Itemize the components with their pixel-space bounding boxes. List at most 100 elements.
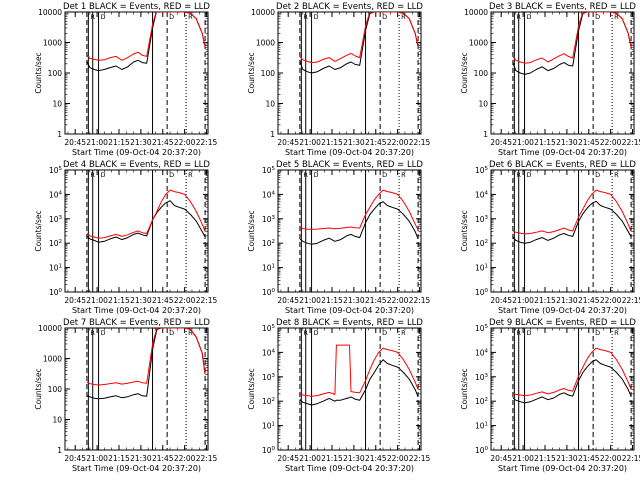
x-tick-label: 22:00 xyxy=(174,296,196,305)
x-tick-label: 22:15 xyxy=(622,454,640,463)
marker-label: D xyxy=(101,171,106,179)
y-tick-label: 1 xyxy=(57,446,62,455)
series-events-line xyxy=(86,200,206,243)
x-axis-label: Start Time (09-Oct-04 20:37:20) xyxy=(285,148,414,157)
x-tick-label: 22:00 xyxy=(174,454,196,463)
x-tick-label: 20:45 xyxy=(490,454,512,463)
marker-label: D xyxy=(527,13,532,21)
y-tick-label: 105 xyxy=(49,166,63,175)
x-tick-label: 20:45 xyxy=(490,138,512,147)
plot-frame xyxy=(277,169,422,293)
x-tick-label: 21:00 xyxy=(512,296,534,305)
x-tick-label: 21:30 xyxy=(130,138,152,147)
x-tick-label: 21:45 xyxy=(578,296,600,305)
x-tick-label: 21:15 xyxy=(108,454,130,463)
y-axis-label: Counts/sec xyxy=(247,210,256,251)
y-tick-label: 103 xyxy=(262,373,276,382)
y-tick-label: 100 xyxy=(475,446,489,455)
x-tick-label: 21:00 xyxy=(86,454,108,463)
series-events-line xyxy=(86,12,206,72)
x-tick-label: 20:45 xyxy=(64,296,86,305)
y-tick-label: 101 xyxy=(475,422,488,431)
y-tick-label: 102 xyxy=(475,397,488,406)
panel-title: Det 2 BLACK = Events, RED = LLD xyxy=(276,2,423,12)
marker-label: R xyxy=(516,329,521,337)
y-tick-label: 1000 xyxy=(469,39,488,48)
marker-label: D xyxy=(169,329,174,337)
y-tick-label: 100 xyxy=(262,446,276,455)
marker-label: D xyxy=(101,13,106,21)
x-tick-label: 22:00 xyxy=(387,296,409,305)
panel-title: Det 4 BLACK = Events, RED = LLD xyxy=(63,160,210,170)
detector-panel-7: Det 7 BLACK = Events, RED = LLD 1 10 100 100… xyxy=(34,318,218,473)
detector-panel-5: Det 5 BLACK = Events, RED = LLD 100 101 102… xyxy=(247,160,431,315)
y-tick-label: 102 xyxy=(262,239,275,248)
x-tick-label: 21:00 xyxy=(512,138,534,147)
x-tick-label: 21:15 xyxy=(108,296,130,305)
marker-label: D xyxy=(382,329,387,337)
y-tick-label: 100 xyxy=(48,69,63,78)
x-tick-label: 21:15 xyxy=(534,454,556,463)
x-tick-label: 22:15 xyxy=(622,138,640,147)
y-tick-label: 10 xyxy=(478,100,488,109)
marker-label: R xyxy=(516,171,521,179)
marker-label: R xyxy=(188,171,193,179)
marker-label: R xyxy=(401,171,406,179)
y-axis-label: Counts/sec xyxy=(247,368,256,409)
plot-frame xyxy=(490,327,635,451)
marker-label: D xyxy=(595,329,600,337)
marker-label: R xyxy=(401,13,406,21)
series-lld-line xyxy=(299,344,419,397)
y-tick-label: 1000 xyxy=(43,355,62,364)
series-lld-line xyxy=(512,189,632,235)
panel-title: Det 1 BLACK = Events, RED = LLD xyxy=(63,2,210,12)
x-tick-label: 21:15 xyxy=(534,296,556,305)
x-tick-label: 21:00 xyxy=(299,138,321,147)
x-tick-label: 22:00 xyxy=(174,138,196,147)
plot-frame xyxy=(64,169,209,293)
x-tick-label: 22:15 xyxy=(409,138,431,147)
y-tick-label: 1 xyxy=(483,130,488,139)
y-tick-label: 102 xyxy=(262,397,275,406)
x-tick-label: 20:45 xyxy=(277,296,299,305)
x-tick-label: 21:30 xyxy=(556,138,578,147)
y-tick-label: 1000 xyxy=(43,39,62,48)
marker-label: D xyxy=(527,329,532,337)
x-tick-label: 21:00 xyxy=(512,454,534,463)
y-tick-label: 10000 xyxy=(38,8,62,17)
y-tick-label: 10 xyxy=(52,100,62,109)
x-axis-label: Start Time (09-Oct-04 20:37:20) xyxy=(498,148,627,157)
x-tick-label: 22:00 xyxy=(600,454,622,463)
x-tick-label: 21:15 xyxy=(321,454,343,463)
marker-label: D xyxy=(169,13,174,21)
y-tick-label: 100 xyxy=(262,288,276,297)
x-tick-label: 21:00 xyxy=(86,138,108,147)
x-tick-label: 22:00 xyxy=(600,138,622,147)
marker-label: R xyxy=(516,13,521,21)
series-lld-line xyxy=(86,189,206,239)
marker-label: R xyxy=(90,329,95,337)
x-tick-label: 21:45 xyxy=(365,138,387,147)
y-tick-label: 102 xyxy=(475,239,488,248)
x-tick-label: 22:00 xyxy=(387,454,409,463)
x-axis-label: Start Time (09-Oct-04 20:37:20) xyxy=(285,306,414,315)
x-tick-label: 21:45 xyxy=(578,454,600,463)
y-tick-label: 100 xyxy=(261,69,276,78)
marker-label: D xyxy=(314,329,319,337)
x-tick-label: 21:30 xyxy=(556,454,578,463)
y-tick-label: 10000 xyxy=(38,324,62,333)
x-tick-label: 21:15 xyxy=(534,138,556,147)
x-axis-label: Start Time (09-Oct-04 20:37:20) xyxy=(498,464,627,473)
y-tick-label: 105 xyxy=(475,324,489,333)
y-tick-label: 104 xyxy=(49,190,63,199)
series-events-line xyxy=(299,359,419,406)
detector-panel-9: Det 9 BLACK = Events, RED = LLD 100 101 102… xyxy=(460,318,640,473)
marker-label: R xyxy=(188,13,193,21)
y-tick-label: 10 xyxy=(265,100,275,109)
x-axis-label: Start Time (09-Oct-04 20:37:20) xyxy=(285,464,414,473)
y-tick-label: 104 xyxy=(262,190,276,199)
x-tick-label: 21:15 xyxy=(321,296,343,305)
y-tick-label: 100 xyxy=(475,288,489,297)
detector-panel-8: Det 8 BLACK = Events, RED = LLD 100 101 102… xyxy=(247,318,431,473)
